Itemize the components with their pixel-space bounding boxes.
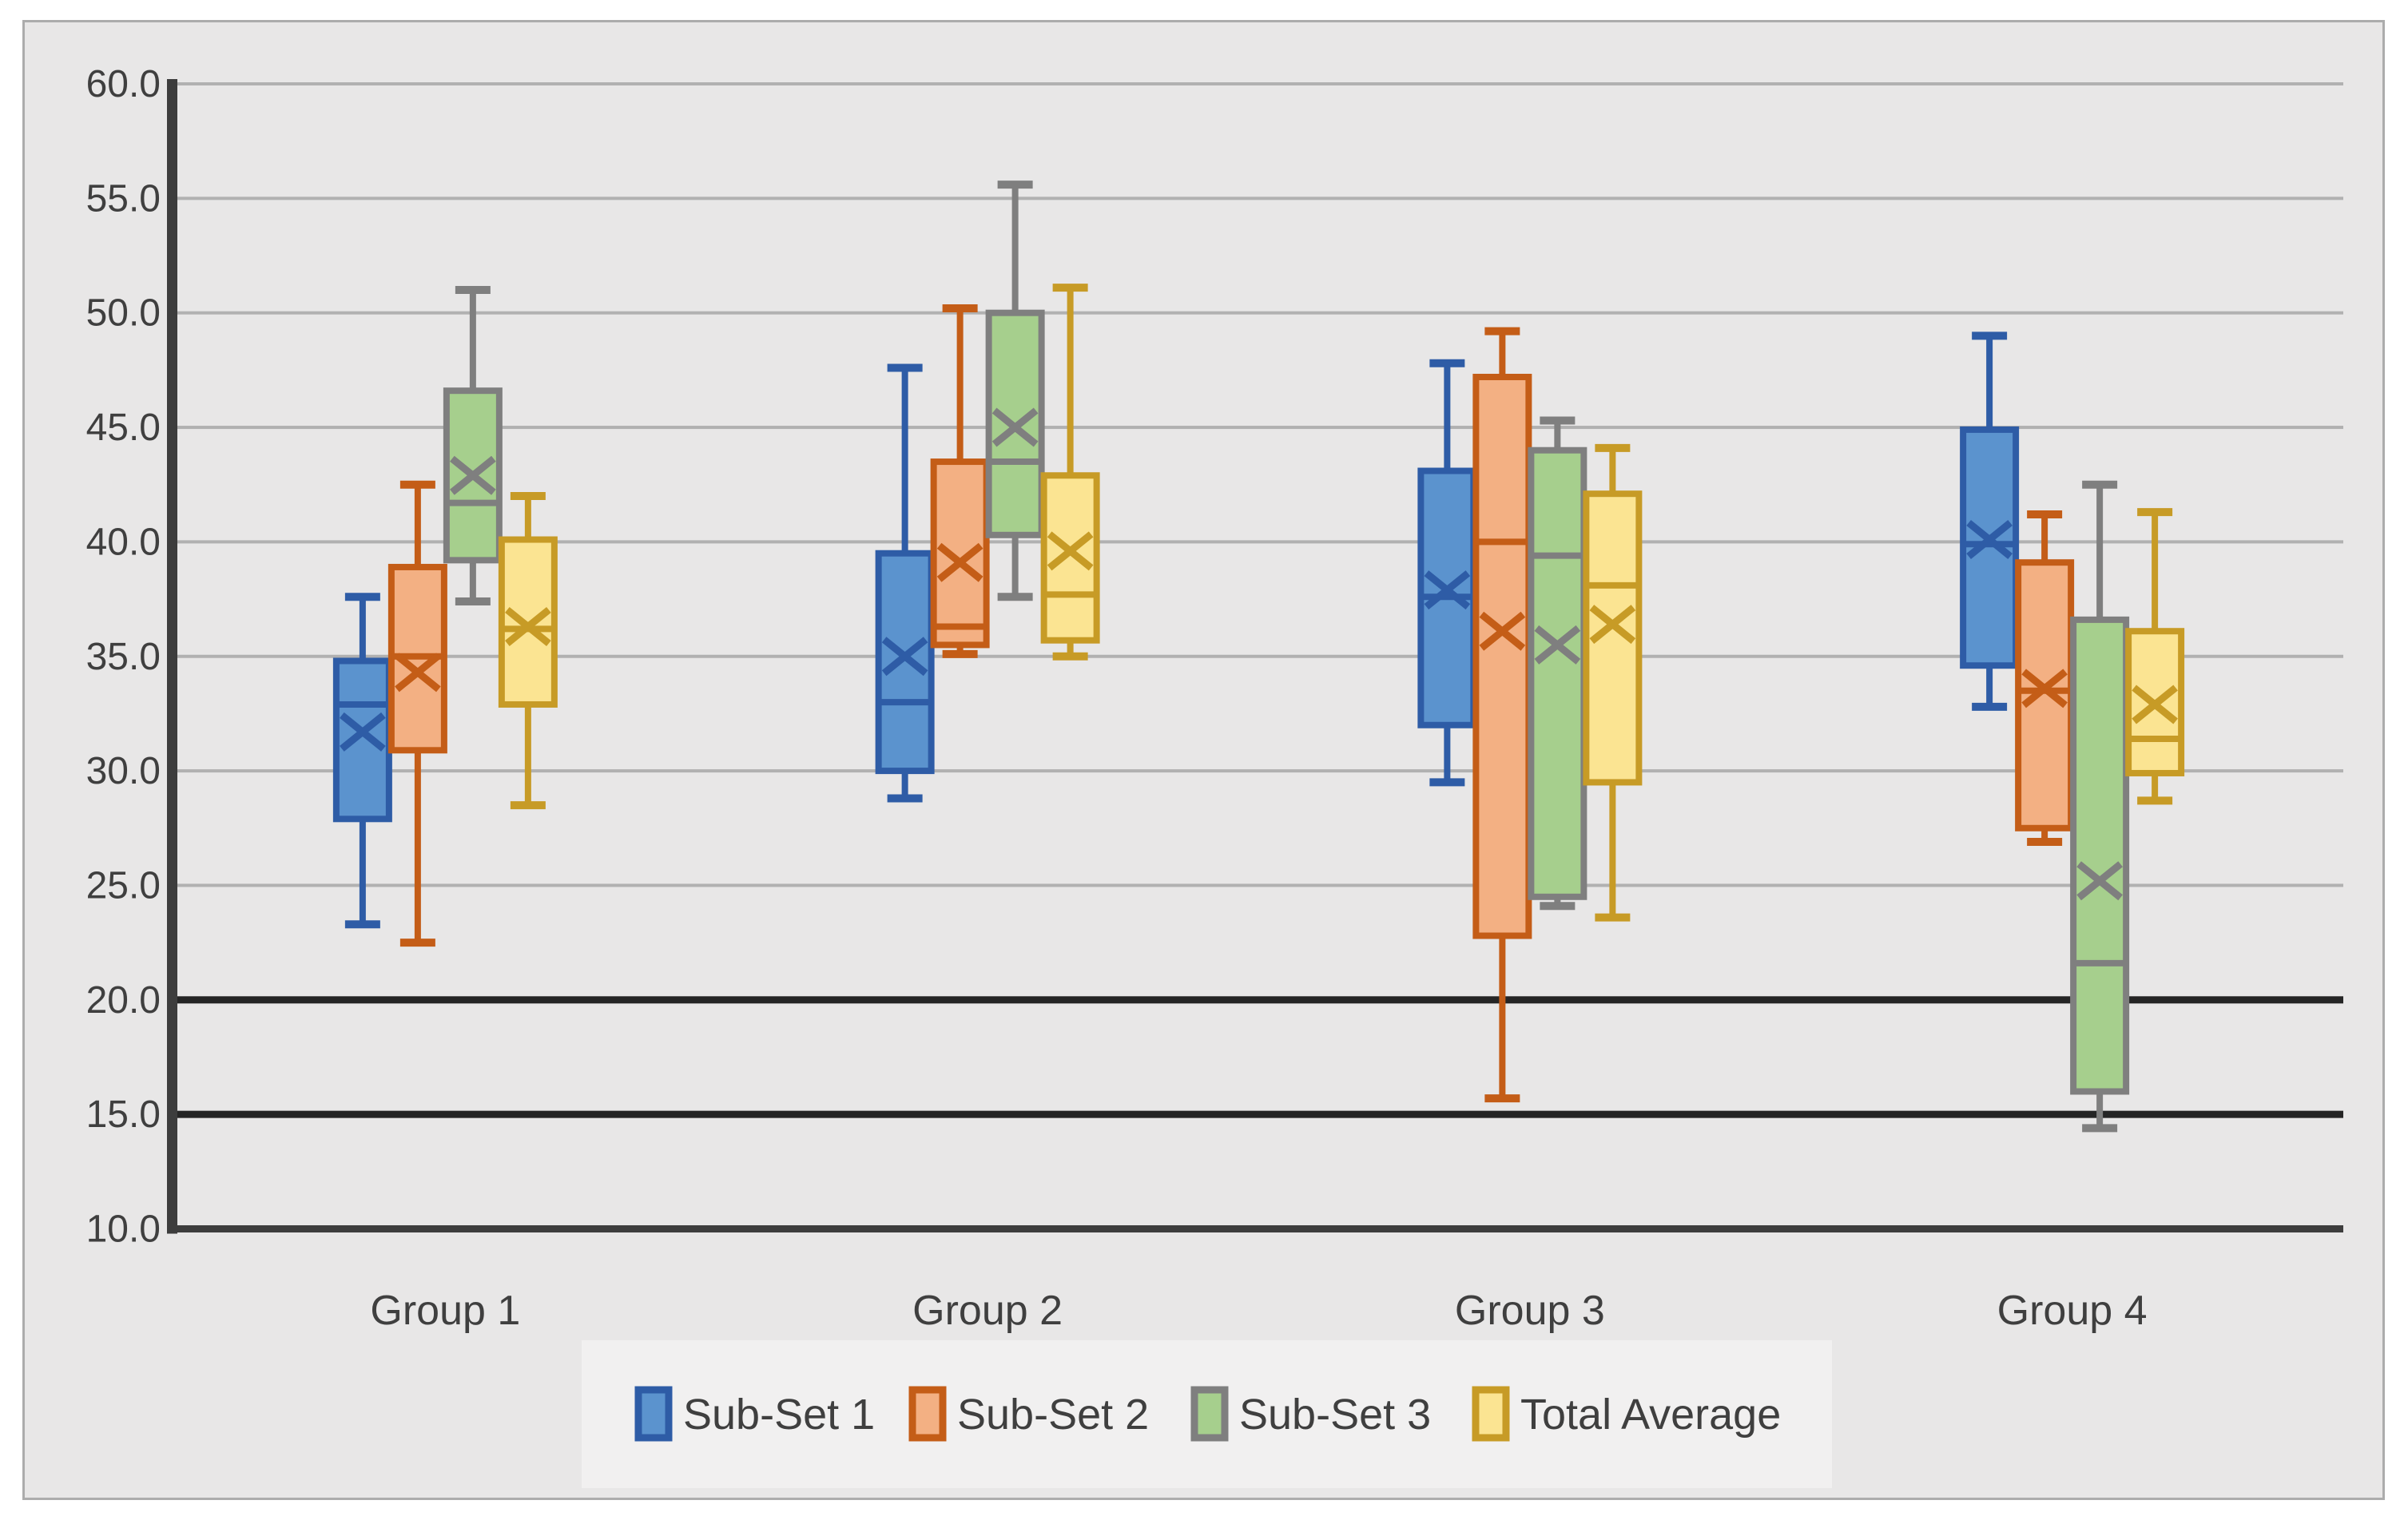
box-whisker-sub-set-3-group-4 xyxy=(2070,480,2130,1133)
mean-marker xyxy=(395,653,441,693)
iqr-box xyxy=(1960,426,2020,669)
legend-label: Total Average xyxy=(1520,1391,1781,1439)
gridline xyxy=(169,82,2343,85)
iqr-box xyxy=(1528,446,1587,900)
mean-marker xyxy=(1479,611,1526,651)
mean-marker xyxy=(1047,531,1094,571)
gridline xyxy=(169,540,2343,544)
iqr-box xyxy=(332,657,392,823)
y-tick-label: 10.0 xyxy=(86,1209,161,1251)
mean-marker xyxy=(2076,861,2123,901)
mean-marker xyxy=(2132,685,2178,724)
mean-marker xyxy=(991,407,1039,447)
gridline xyxy=(169,769,2343,773)
y-tick-label: 40.0 xyxy=(86,521,161,563)
y-tick-label: 35.0 xyxy=(86,636,161,678)
x-category-label: Group 3 xyxy=(1455,1288,1605,1334)
mean-marker xyxy=(450,455,496,495)
y-tick-label: 20.0 xyxy=(86,979,161,1022)
mean-marker xyxy=(1966,520,2013,560)
legend-swatch-sub-set-2 xyxy=(908,1386,947,1442)
iqr-box xyxy=(930,458,990,649)
box-whisker-sub-set-1-group-2 xyxy=(875,363,935,803)
iqr-box xyxy=(2015,559,2075,831)
box-whisker-sub-set-2-group-2 xyxy=(930,304,990,658)
box-whisker-sub-set-3-group-3 xyxy=(1528,416,1587,911)
box-whisker-sub-set-2-group-3 xyxy=(1472,327,1532,1103)
gridline xyxy=(169,311,2343,315)
legend-swatch-sub-set-3 xyxy=(1190,1386,1229,1442)
legend-swatch-sub-set-1 xyxy=(634,1386,673,1442)
iqr-box xyxy=(1040,472,1100,644)
legend-label: Sub-Set 1 xyxy=(683,1391,875,1439)
y-tick-label: 15.0 xyxy=(86,1093,161,1136)
mean-marker xyxy=(881,637,928,677)
mean-marker xyxy=(2021,669,2068,708)
mean-marker xyxy=(936,542,983,582)
gridline xyxy=(169,996,2343,1004)
box-whisker-sub-set-1-group-1 xyxy=(332,593,392,929)
iqr-box xyxy=(875,550,935,775)
box-whisker-total-average-group-2 xyxy=(1040,284,1100,661)
iqr-box xyxy=(1472,373,1532,939)
box-whisker-sub-set-3-group-1 xyxy=(443,286,503,605)
box-whisker-total-average-group-1 xyxy=(498,492,558,810)
x-category-label: Group 1 xyxy=(370,1288,520,1334)
gridline xyxy=(169,654,2343,658)
y-tick-label: 30.0 xyxy=(86,750,161,792)
mean-marker xyxy=(1424,570,1471,610)
box-whisker-total-average-group-4 xyxy=(2125,508,2185,805)
mean-marker xyxy=(1589,605,1636,645)
y-tick-label: 60.0 xyxy=(86,63,161,105)
y-tick-label: 25.0 xyxy=(86,864,161,907)
iqr-box xyxy=(2070,616,2130,1095)
mean-marker xyxy=(1534,625,1581,665)
box-whisker-sub-set-2-group-1 xyxy=(387,480,447,947)
gridline xyxy=(169,1110,2343,1118)
gridline xyxy=(169,426,2343,430)
mean-marker xyxy=(505,606,551,646)
legend-label: Sub-Set 2 xyxy=(957,1391,1149,1439)
y-tick-label: 55.0 xyxy=(86,177,161,220)
mean-marker xyxy=(340,712,386,752)
box-whisker-total-average-group-3 xyxy=(1583,443,1643,922)
y-axis-line xyxy=(167,79,177,1234)
y-tick-label: 45.0 xyxy=(86,407,161,449)
box-whisker-sub-set-2-group-4 xyxy=(2015,510,2075,846)
box-whisker-sub-set-3-group-2 xyxy=(985,181,1045,601)
legend-label: Sub-Set 3 xyxy=(1239,1391,1431,1439)
x-axis-line xyxy=(169,1225,2343,1232)
x-category-label: Group 2 xyxy=(912,1288,1063,1334)
gridline xyxy=(169,196,2343,200)
legend-swatch-total-average xyxy=(1472,1386,1510,1442)
x-category-label: Group 4 xyxy=(1997,1288,2148,1334)
gridline xyxy=(169,883,2343,887)
boxplot-chart: 60.0 55.0 50.0 45.0 40.0 35.0 30.0 25.0 20.0 15.0… xyxy=(86,63,2343,1488)
chart-area: 60.0 55.0 50.0 45.0 40.0 35.0 30.0 25.0 20.0 15.0… xyxy=(22,20,2385,1500)
y-tick-label: 50.0 xyxy=(86,292,161,335)
box-whisker-sub-set-1-group-4 xyxy=(1960,331,2020,711)
